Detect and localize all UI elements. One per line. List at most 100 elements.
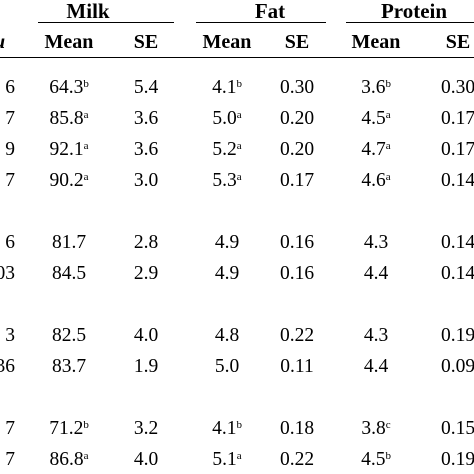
significance-letter: a bbox=[236, 109, 242, 121]
significance-letter: a bbox=[83, 140, 89, 152]
cell-value: 5.1 bbox=[212, 449, 237, 470]
cell-value: 0.15 bbox=[440, 418, 474, 439]
cell-value: 4.8 bbox=[214, 325, 240, 346]
table-cell: 4.3 bbox=[364, 231, 388, 255]
table-cell: 4.5a bbox=[361, 107, 390, 131]
cell-value: 3.2 bbox=[133, 418, 159, 439]
cell-value: 5.2 bbox=[212, 139, 237, 160]
cell-value: 1.9 bbox=[133, 356, 159, 377]
table-cell: 85.8a bbox=[49, 107, 88, 131]
cell-value: 4.0 bbox=[133, 449, 159, 470]
table-cell: 4.0 bbox=[134, 324, 158, 348]
cell-value: 4.9 bbox=[214, 263, 240, 284]
table-cell: 4.3 bbox=[364, 324, 388, 348]
cell-value: 0.30 bbox=[440, 77, 474, 98]
significance-letter: a bbox=[236, 450, 242, 462]
protein-underline bbox=[346, 22, 474, 23]
significance-letter: a bbox=[385, 171, 391, 183]
col-header-fat-se: SE bbox=[284, 31, 310, 53]
cell-value: 4.0 bbox=[133, 325, 159, 346]
table-cell: 0.18 bbox=[280, 417, 314, 441]
table-cell: 4.8 bbox=[215, 324, 239, 348]
significance-letter: a bbox=[83, 171, 89, 183]
cell-value: 90.2 bbox=[49, 170, 84, 191]
table-cell: 0.14 bbox=[441, 262, 474, 286]
table-cell: 4.4 bbox=[364, 262, 388, 286]
header-rule bbox=[0, 57, 474, 58]
col-header-milk-mean: Mean bbox=[44, 31, 94, 53]
significance-letter: b bbox=[83, 419, 89, 431]
cell-value: 86.8 bbox=[49, 449, 84, 470]
cell-value: 85.8 bbox=[49, 108, 84, 129]
table-cell: 4.9 bbox=[215, 262, 239, 286]
significance-letter: c bbox=[385, 419, 391, 431]
cell-value: 5.4 bbox=[133, 77, 159, 98]
cell-value: 0.30 bbox=[279, 77, 315, 98]
table-cell: 0.17 bbox=[441, 138, 474, 162]
table-cell: 81.7 bbox=[52, 231, 86, 255]
row-stub: 03 bbox=[0, 263, 15, 284]
cell-value: 3.0 bbox=[133, 170, 159, 191]
table-cell: 3.2 bbox=[134, 417, 158, 441]
table-cell: 3.6 bbox=[134, 107, 158, 131]
table-cell: 3.0 bbox=[134, 169, 158, 193]
cell-value: 0.09 bbox=[440, 356, 474, 377]
significance-letter: a bbox=[236, 140, 242, 152]
cell-value: 0.19 bbox=[440, 449, 474, 470]
table-cell: 0.19 bbox=[441, 448, 474, 472]
cell-value: 2.9 bbox=[133, 263, 159, 284]
table-cell: 0.30 bbox=[441, 76, 474, 100]
cell-value: 0.16 bbox=[279, 263, 315, 284]
table-cell: 4.1b bbox=[212, 417, 242, 441]
group-header-milk: Milk bbox=[66, 0, 110, 23]
table-cell: 0.20 bbox=[280, 138, 314, 162]
cell-value: 0.22 bbox=[279, 449, 315, 470]
table-cell: 92.1a bbox=[49, 138, 88, 162]
cell-value: 4.5 bbox=[361, 108, 386, 129]
cell-value: 4.7 bbox=[361, 139, 386, 160]
cell-value: 4.4 bbox=[363, 356, 389, 377]
cell-value: 0.19 bbox=[440, 325, 474, 346]
table-cell: 86.8a bbox=[49, 448, 88, 472]
cell-value: 81.7 bbox=[51, 232, 87, 253]
table-cell: 4.1b bbox=[212, 76, 242, 100]
table-cell: 0.17 bbox=[280, 169, 314, 193]
cell-value: 64.3 bbox=[49, 77, 84, 98]
milk-underline bbox=[38, 22, 174, 23]
significance-letter: b bbox=[385, 78, 391, 90]
table-cell: 3.6b bbox=[361, 76, 391, 100]
cell-value: 4.5 bbox=[361, 449, 386, 470]
table-cell: 2.9 bbox=[134, 262, 158, 286]
table-cell: 0.22 bbox=[280, 324, 314, 348]
table-cell: 71.2b bbox=[49, 417, 89, 441]
cell-value: 0.17 bbox=[440, 108, 474, 129]
table-cell: 3.8c bbox=[361, 417, 390, 441]
cell-value: 5.0 bbox=[212, 108, 237, 129]
significance-letter: a bbox=[385, 109, 391, 121]
table-cell: 4.6a bbox=[361, 169, 390, 193]
significance-letter: a bbox=[83, 109, 89, 121]
row-stub: 7 bbox=[5, 108, 15, 129]
cell-value: 4.4 bbox=[363, 263, 389, 284]
table-cell: 5.1a bbox=[212, 448, 241, 472]
cell-value: 0.11 bbox=[280, 356, 314, 377]
cell-value: 0.16 bbox=[279, 232, 315, 253]
col-header-protein-mean: Mean bbox=[351, 31, 401, 53]
cell-value: 0.17 bbox=[279, 170, 315, 191]
cell-value: 4.1 bbox=[212, 418, 237, 439]
cell-value: 3.6 bbox=[361, 77, 386, 98]
cell-value: 82.5 bbox=[51, 325, 87, 346]
row-stub: 7 bbox=[5, 170, 15, 191]
cell-value: 4.9 bbox=[214, 232, 240, 253]
cell-value: 3.8 bbox=[361, 418, 386, 439]
table-cell: 0.22 bbox=[280, 448, 314, 472]
table-cell: 64.3b bbox=[49, 76, 89, 100]
cell-value: 0.20 bbox=[279, 139, 315, 160]
cell-value: 83.7 bbox=[51, 356, 87, 377]
significance-letter: a bbox=[83, 450, 89, 462]
cell-value: 0.17 bbox=[440, 139, 474, 160]
table-cell: 5.3a bbox=[212, 169, 241, 193]
table-cell: 83.7 bbox=[52, 355, 86, 379]
table-cell: 90.2a bbox=[49, 169, 88, 193]
table-cell: 82.5 bbox=[52, 324, 86, 348]
